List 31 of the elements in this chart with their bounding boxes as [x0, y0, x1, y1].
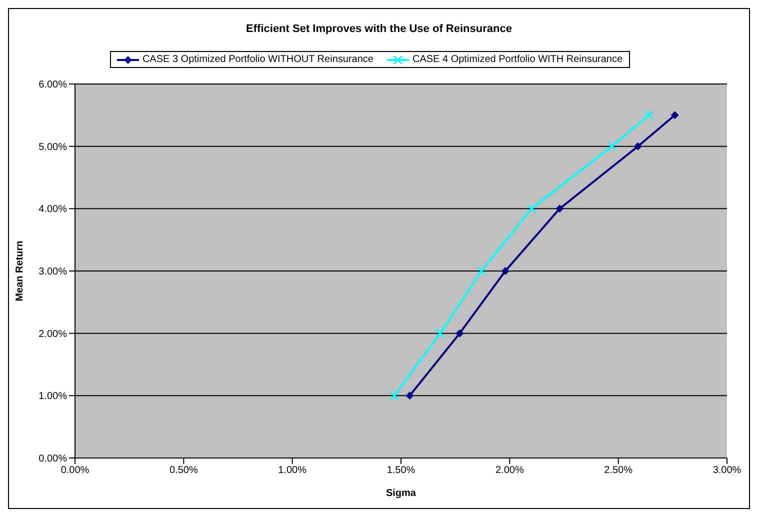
x-tick-label: 3.00% — [712, 465, 742, 476]
point — [435, 328, 445, 338]
point — [607, 142, 617, 152]
x-tick-label: 0.50% — [169, 465, 198, 476]
x-tick-label: 0.00% — [60, 465, 90, 476]
y-tick-label: 4.00% — [38, 204, 68, 216]
x-tick-label: 2.00% — [495, 465, 524, 476]
x-axis-title: Sigma — [386, 488, 416, 499]
point — [556, 204, 564, 213]
y-tick-label: 3.00% — [38, 266, 68, 278]
point — [670, 111, 679, 120]
y-axis-title: Mean Return — [14, 240, 26, 302]
x-tick-label: 1.00% — [278, 465, 307, 476]
point — [501, 267, 510, 275]
x-tick-label: 1.50% — [386, 465, 416, 476]
point — [456, 329, 464, 338]
y-tick-label: 2.00% — [38, 328, 68, 340]
legend-label: CASE 4 Optimized Portfolio WITH Reinsurance — [412, 54, 623, 65]
y-tick-label: 6.00% — [38, 80, 68, 91]
legend-label: CASE 3 Optimized Portfolio WITHOUT Reinsurance — [142, 54, 374, 65]
point — [406, 392, 414, 400]
x-tick-label: 2.50% — [604, 465, 633, 476]
point — [634, 142, 642, 150]
y-tick-label: 5.00% — [38, 142, 68, 153]
point — [476, 266, 486, 276]
point — [390, 390, 400, 400]
point — [644, 110, 654, 120]
y-tick-label: 0.00% — [38, 454, 68, 465]
point — [526, 204, 536, 214]
y-tick-label: 1.00% — [38, 391, 68, 402]
chart-title: Efficient Set Improves with the Use of Reinsurance — [245, 22, 513, 37]
